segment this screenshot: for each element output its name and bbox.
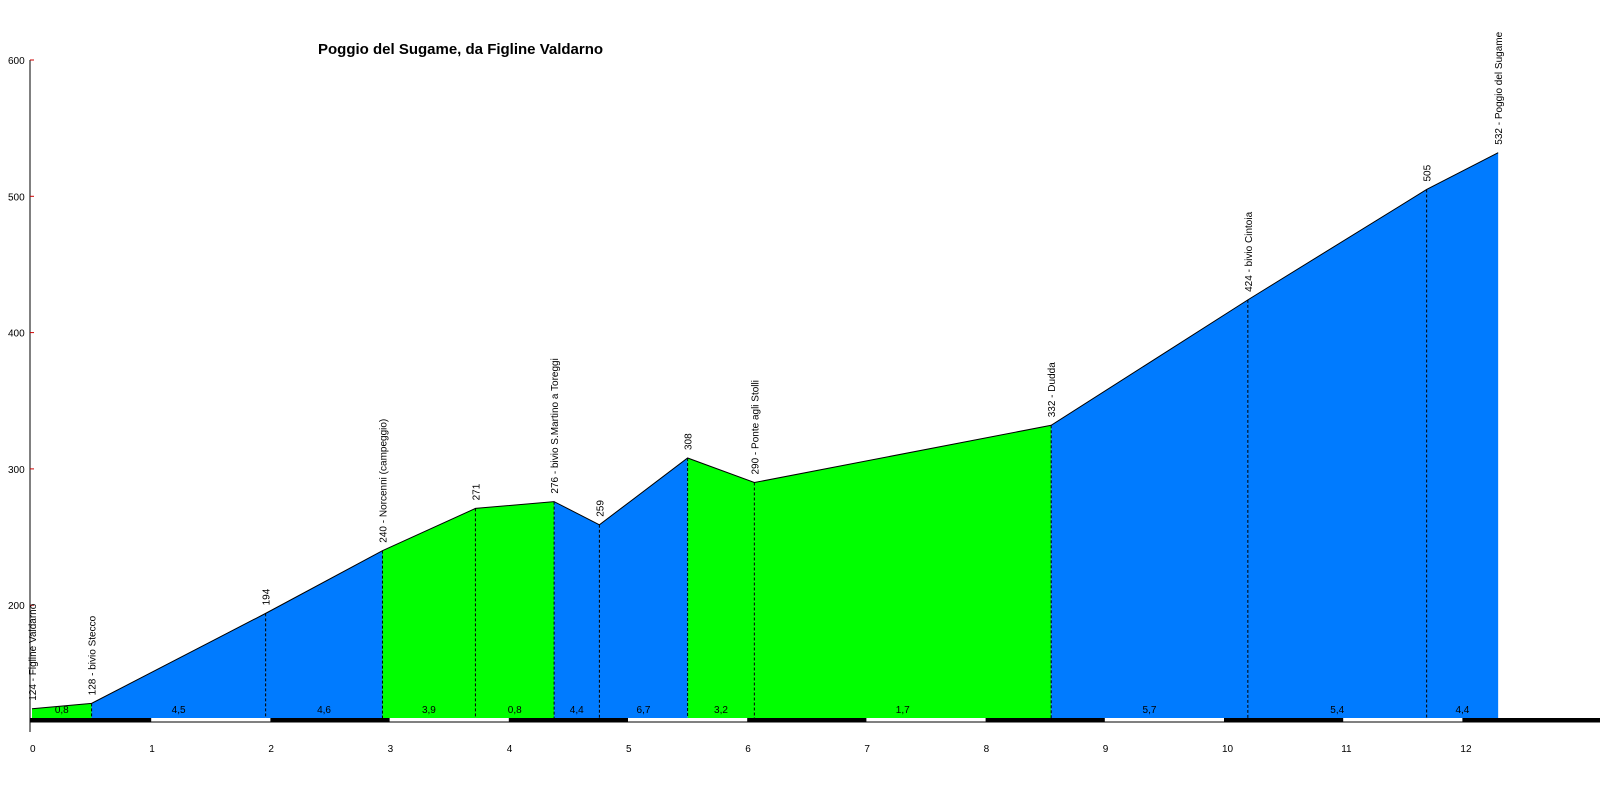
chart-title: Poggio del Sugame, da Figline Valdarno (318, 41, 603, 58)
scale-bar-white-block (866, 718, 986, 722)
grade-labels: 0,8 4,5 4,6 3,9 0,8 4,4 6,7 3,2 1,7 5,7 5,4 4,4 (55, 705, 1470, 716)
grade-label: 5,4 (1330, 705, 1344, 716)
grade-label: 6,7 (637, 705, 651, 716)
distance-scale-bar (30, 718, 1600, 723)
x-tick-label: 11 (1341, 744, 1352, 755)
y-tick-label: 300 (8, 465, 25, 476)
grade-label: 3,9 (422, 705, 436, 716)
scale-bar-white-block (1343, 718, 1463, 722)
segment-area (382, 508, 476, 718)
grade-label: 5,7 (1143, 705, 1157, 716)
x-tick-label: 12 (1460, 744, 1472, 755)
x-tick-label: 0 (30, 744, 36, 755)
waypoint-label: 276 - bivio S.Martino a Toreggi (550, 358, 561, 493)
waypoint-label: 505 (1423, 164, 1434, 181)
waypoint-label: 271 (471, 483, 482, 500)
x-tick-label: 6 (745, 744, 751, 755)
segment-areas (32, 152, 1499, 719)
x-tick-label: 7 (864, 744, 870, 755)
waypoint-label: 532 - Poggio del Sugame (1494, 31, 1505, 144)
grade-label: 4,6 (317, 705, 331, 716)
segment-area (1426, 152, 1499, 718)
scale-bar-white-block (389, 718, 509, 722)
waypoint-label: 332 - Dudda (1047, 362, 1058, 417)
x-tick-label: 10 (1222, 744, 1234, 755)
x-tick-label: 2 (268, 744, 274, 755)
segment-area (754, 425, 1052, 718)
x-tick-label: 4 (507, 744, 513, 755)
grade-label: 4,5 (172, 705, 186, 716)
x-axis: 0 1 2 3 4 5 6 7 8 9 10 11 12 (30, 744, 1472, 755)
waypoint-label: 240 - Norcenni (campeggio) (378, 419, 389, 543)
scale-bar-white-block (628, 718, 748, 722)
profile-line (31, 152, 1499, 710)
grade-label: 4,4 (1455, 705, 1469, 716)
segment-area (475, 501, 555, 718)
segment-area (599, 457, 688, 718)
segment-area (91, 613, 266, 718)
x-tick-label: 1 (149, 744, 155, 755)
scale-bar-white-block (151, 718, 271, 722)
profile-outline (31, 152, 1499, 710)
grade-label: 0,8 (508, 705, 522, 716)
waypoint-label: 128 - bivio Stecco (88, 615, 99, 695)
waypoint-label: 290 - Ponte agli Stolli (750, 380, 761, 475)
waypoint-label: 424 - bivio Cintoia (1244, 211, 1255, 291)
segment-dividers (91, 189, 1428, 718)
waypoint-labels: 124 - Figline Valdarno 128 - bivio Stecco… (28, 31, 1505, 700)
y-tick-label: 500 (8, 192, 25, 203)
x-tick-label: 5 (626, 744, 632, 755)
segment-area (32, 703, 92, 718)
waypoint-label: 259 (595, 500, 606, 517)
grade-label: 1,7 (896, 705, 910, 716)
grade-label: 4,4 (570, 705, 584, 716)
segment-area (265, 550, 383, 718)
segment-area (554, 501, 600, 718)
segment-area (1247, 189, 1427, 719)
segment-area (687, 457, 755, 718)
scale-bar-white-block (1104, 718, 1224, 722)
grade-label: 3,2 (714, 705, 728, 716)
segment-area (1051, 299, 1248, 718)
x-tick-label: 8 (984, 744, 990, 755)
waypoint-label: 308 (684, 433, 695, 450)
waypoint-label: 194 (262, 588, 273, 605)
y-tick-label: 400 (8, 329, 25, 340)
y-tick-label: 600 (8, 56, 25, 67)
grade-label: 0,8 (55, 705, 69, 716)
waypoint-label: 124 - Figline Valdarno (28, 603, 39, 701)
scale-bar-band (30, 718, 1600, 722)
x-tick-label: 9 (1103, 744, 1109, 755)
y-axis: 200 300 400 500 600 (8, 56, 34, 732)
y-tick-label: 200 (8, 601, 25, 612)
x-tick-label: 3 (388, 744, 394, 755)
